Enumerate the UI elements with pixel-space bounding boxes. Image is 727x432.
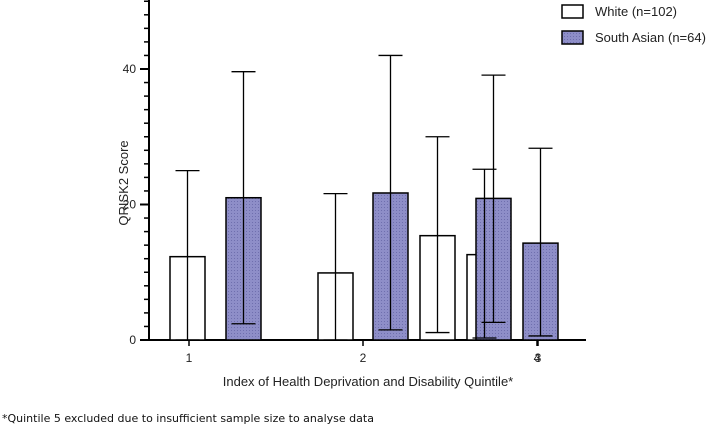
y-tick-label: 0 (129, 333, 136, 347)
x-tick-label: 2 (360, 351, 367, 365)
bars-group (169, 192, 559, 341)
x-axis-title: Index of Health Deprivation and Disabili… (223, 374, 514, 389)
footnote: *Quintile 5 excluded due to insufficient… (2, 412, 374, 425)
y-minor-ticks (144, 0, 149, 328)
x-tick-label: 1 (186, 351, 193, 365)
error-bars-group (175, 54, 553, 341)
legend-label-south-asian: South Asian (n=64) (595, 30, 706, 45)
y-major-ticks: 0 20 40 (123, 62, 149, 347)
x-tick-label: 4 (534, 351, 541, 365)
legend-swatch-white (561, 4, 584, 19)
legend: White (n=102) South Asian (n=64) (561, 4, 706, 45)
legend-swatch-south-asian (561, 30, 584, 45)
x-ticks: 1 2 34 (186, 340, 542, 365)
y-tick-label: 40 (123, 62, 137, 76)
chart-axes: 0 20 40 1 2 34 (123, 0, 586, 365)
x-tick-label: 3 (535, 351, 542, 365)
legend-label-white: White (n=102) (595, 4, 677, 19)
y-axis-title: QRISK2 Score (116, 140, 131, 225)
y-tick-label: 20 (123, 198, 137, 212)
